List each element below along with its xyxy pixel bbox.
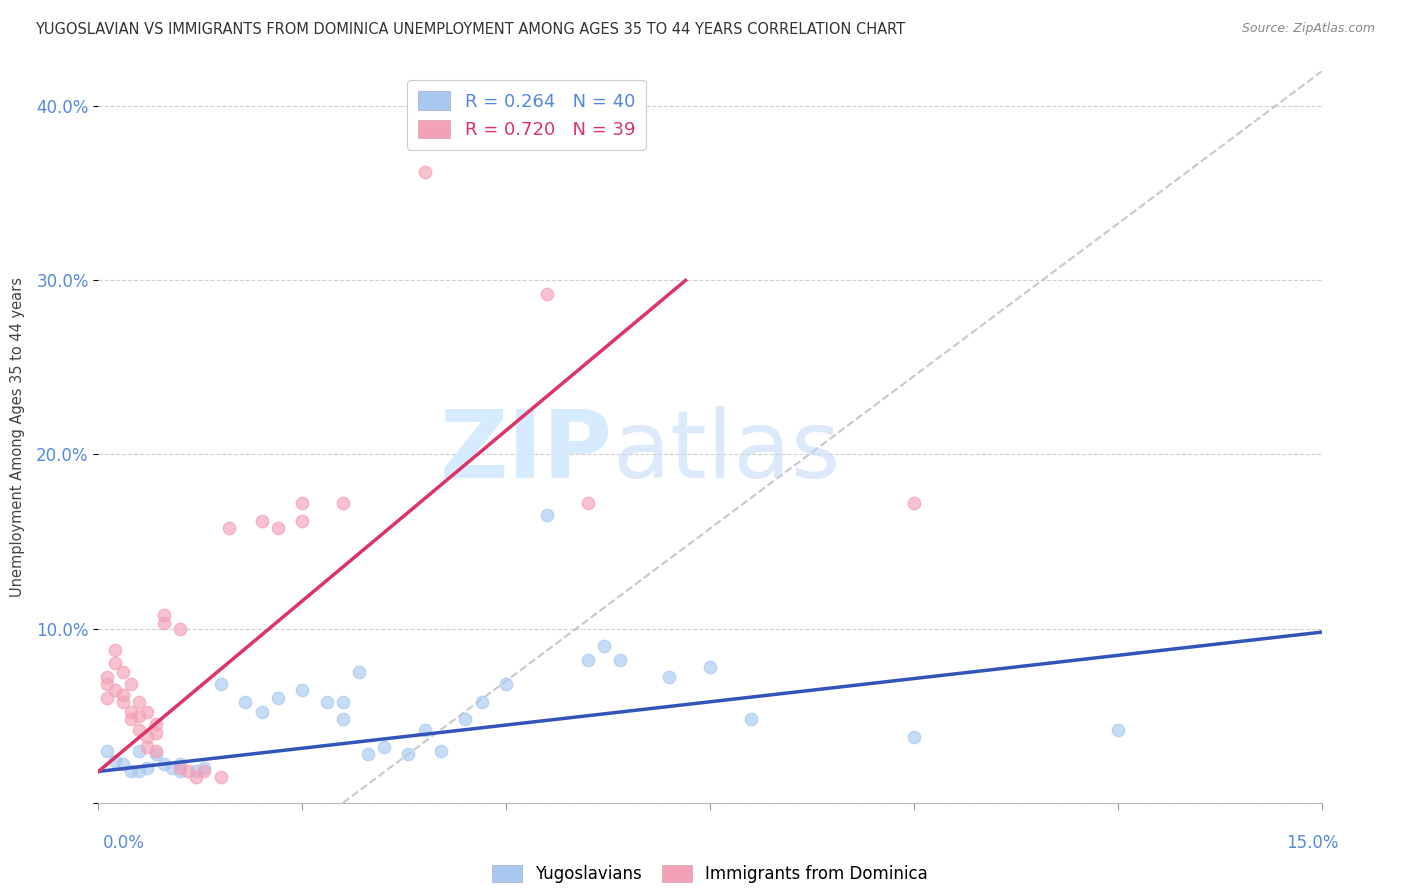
Legend: Yugoslavians, Immigrants from Dominica: Yugoslavians, Immigrants from Dominica bbox=[485, 858, 935, 889]
Text: Source: ZipAtlas.com: Source: ZipAtlas.com bbox=[1241, 22, 1375, 36]
Text: 0.0%: 0.0% bbox=[103, 834, 145, 852]
Text: YUGOSLAVIAN VS IMMIGRANTS FROM DOMINICA UNEMPLOYMENT AMONG AGES 35 TO 44 YEARS C: YUGOSLAVIAN VS IMMIGRANTS FROM DOMINICA … bbox=[35, 22, 905, 37]
Y-axis label: Unemployment Among Ages 35 to 44 years: Unemployment Among Ages 35 to 44 years bbox=[10, 277, 25, 597]
Text: ZIP: ZIP bbox=[439, 406, 612, 498]
Text: atlas: atlas bbox=[612, 406, 841, 498]
Text: 15.0%: 15.0% bbox=[1286, 834, 1339, 852]
